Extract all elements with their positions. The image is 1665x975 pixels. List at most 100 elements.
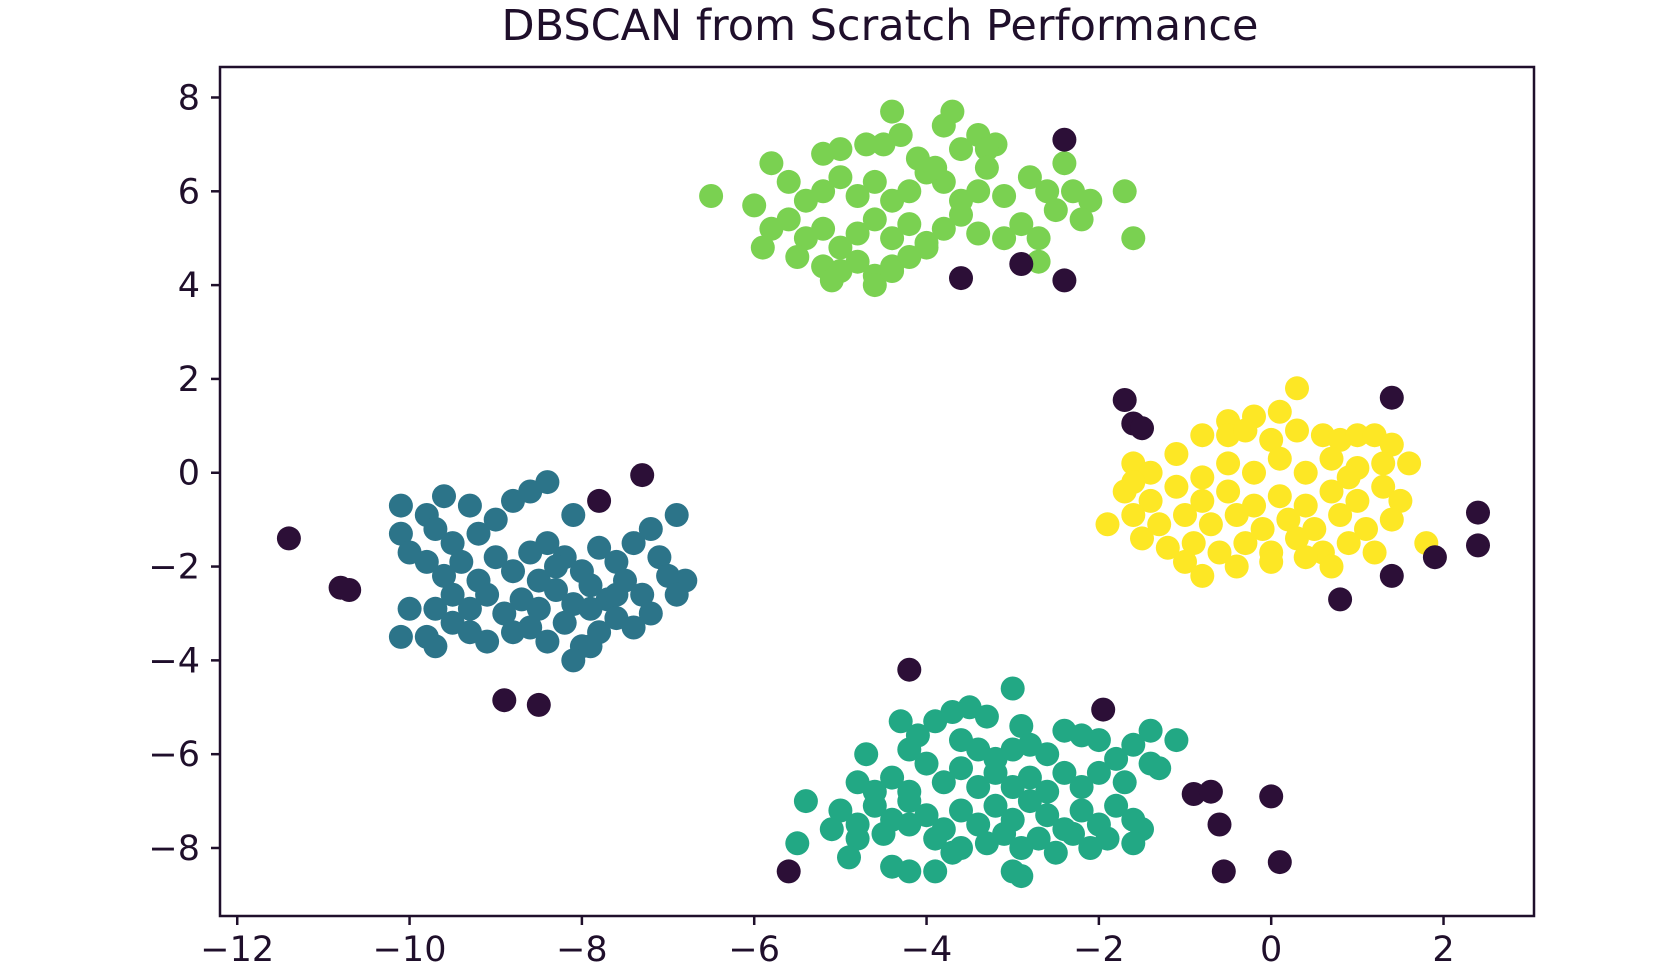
scatter-point	[983, 760, 1008, 785]
scatter-point	[897, 179, 922, 204]
scatter-point	[621, 615, 646, 640]
y-tick-label: −6	[148, 735, 200, 775]
scatter-point	[526, 568, 551, 593]
scatter-point	[785, 245, 810, 269]
scatter-point	[1026, 226, 1051, 251]
scatter-point	[1069, 775, 1094, 799]
scatter-point	[1121, 732, 1146, 757]
scatter-point	[1379, 385, 1404, 410]
scatter-point	[1354, 517, 1378, 541]
scatter-point	[578, 634, 603, 659]
x-tick-label: −12	[200, 930, 274, 970]
scatter-point	[1233, 531, 1258, 556]
scatter-point	[1190, 488, 1215, 513]
scatter-point	[1121, 226, 1146, 251]
scatter-point	[750, 235, 775, 260]
y-axis: −8 −6 −4 −2 0 2 4 6 8	[148, 78, 220, 869]
scatter-point	[897, 212, 922, 237]
scatter-point	[578, 573, 603, 598]
scatter-point	[535, 470, 560, 495]
scatter-point	[1422, 545, 1447, 570]
scatter-point	[664, 503, 689, 527]
scatter-point	[845, 770, 870, 795]
scatter-point	[1198, 779, 1223, 804]
scatter-point	[897, 812, 922, 837]
scatter-point	[854, 132, 879, 157]
scatter-point	[1173, 503, 1197, 527]
scatter-point	[1052, 268, 1077, 293]
scatter-point	[974, 831, 999, 856]
scatter-point	[1379, 432, 1404, 457]
scatter-point	[923, 826, 948, 851]
scatter-point	[940, 840, 965, 865]
scatter-point	[1336, 465, 1361, 490]
scatter-point	[1078, 836, 1103, 860]
scatter-point	[423, 517, 448, 541]
scatter-point	[871, 132, 896, 157]
scatter-point	[776, 207, 801, 232]
scatter-point	[1293, 493, 1318, 518]
scatter-point	[1207, 540, 1232, 565]
scatter-point	[578, 596, 603, 621]
scatter-point	[440, 531, 465, 556]
scatter-point	[1173, 549, 1197, 574]
x-tick-label: −10	[373, 930, 447, 970]
scatter-point	[1000, 775, 1025, 799]
scatter-point	[1285, 418, 1309, 443]
scatter-point	[397, 596, 422, 621]
scatter-point	[862, 169, 887, 194]
scatter-point	[845, 221, 870, 246]
scatter-point	[949, 798, 973, 823]
scatter-point	[1267, 484, 1292, 509]
scatter-point	[432, 484, 456, 509]
scatter-point	[475, 582, 500, 607]
scatter-point	[1043, 198, 1068, 223]
scatter-point	[871, 821, 896, 846]
scatter-point	[1164, 728, 1189, 753]
scatter-point	[1285, 526, 1309, 551]
scatter-point	[1017, 789, 1042, 814]
scatter-point	[1388, 488, 1413, 513]
scatter-point	[638, 517, 663, 541]
scatter-point	[1009, 252, 1034, 276]
scatter-point	[1009, 836, 1034, 860]
scatter-point	[819, 268, 844, 293]
scatter-point	[880, 99, 905, 124]
scatter-point	[1112, 388, 1137, 412]
scatter-point	[1095, 512, 1120, 537]
scatter-point	[845, 249, 870, 274]
scatter-point	[483, 545, 508, 570]
scatter-point	[526, 596, 551, 621]
scatter-point	[1379, 563, 1404, 588]
scatter-point	[1397, 451, 1422, 476]
scatter-point	[587, 535, 612, 560]
scatter-point	[1379, 507, 1404, 532]
scatter-point	[931, 113, 956, 138]
scatter-point	[587, 488, 612, 513]
scatter-point	[1043, 840, 1068, 865]
scatter-point	[466, 521, 491, 546]
scatter-point	[630, 463, 655, 488]
scatter-point	[1190, 563, 1215, 588]
scatter-point	[699, 184, 724, 208]
scatter-point	[561, 503, 586, 527]
scatter-point	[949, 202, 973, 227]
scatter-point	[966, 179, 991, 204]
scatter-point	[1112, 770, 1137, 795]
scatter-point	[1164, 474, 1189, 499]
scatter-point	[1190, 465, 1215, 490]
scatter-point	[457, 493, 482, 518]
scatter-point	[923, 859, 948, 884]
scatter-point	[811, 179, 836, 204]
scatter-point	[880, 226, 905, 251]
scatter-point	[501, 559, 525, 584]
scatter-point	[1086, 760, 1111, 785]
scatter-point	[475, 629, 500, 654]
scatter-point	[544, 554, 568, 579]
scatter-point	[1147, 756, 1172, 781]
scatter-point	[1181, 531, 1206, 556]
scatter-point	[621, 531, 646, 556]
scatter-point	[1285, 376, 1309, 401]
